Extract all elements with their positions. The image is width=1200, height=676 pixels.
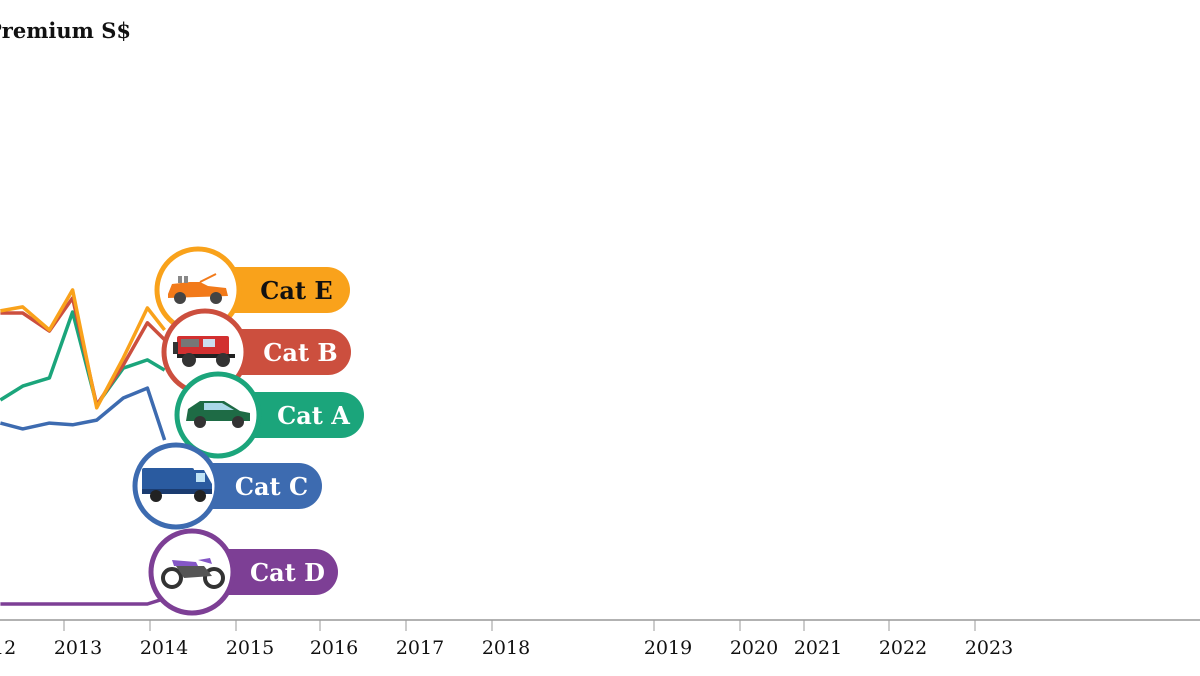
series-label-text: Cat D [250,558,325,587]
convertible-car-icon [168,273,228,304]
x-tick-label: 2017 [396,637,444,659]
chart-title: Premium S$ [0,18,131,43]
x-tick-label: 2012 [0,637,16,659]
x-tick-label: 2018 [482,637,530,659]
series-label-cat-e: Cat E [154,246,350,334]
motorcycle-icon [161,558,225,589]
series-line-cat-e [0,288,166,410]
series-label-text: Cat E [260,276,332,305]
x-tick-label: 2020 [730,637,778,659]
jeep-icon [173,336,235,367]
x-tick-label: 2014 [140,637,188,659]
series-line-cat-c [0,386,167,441]
series-label-cat-a: Cat A [174,371,364,459]
x-tick-label: 2013 [54,637,102,659]
x-tick-label: 2015 [226,637,274,659]
x-tick-label: 2023 [965,637,1013,659]
series-label-cat-b: Cat B [161,308,351,396]
series-line-cat-d [0,598,161,606]
x-tick-label: 2022 [879,637,927,659]
x-tick-label: 2021 [794,637,842,659]
series-label-cat-c: Cat C [132,442,322,530]
series-label-text: Cat A [277,401,350,430]
x-tick-label: 2016 [310,637,358,659]
x-tick-label: 2019 [644,637,692,659]
hatchback-car-icon [186,401,250,428]
van-icon [142,468,212,502]
series-label-cat-d: Cat D [148,528,338,616]
series-label-text: Cat C [235,472,308,501]
series-label-text: Cat B [263,338,337,367]
